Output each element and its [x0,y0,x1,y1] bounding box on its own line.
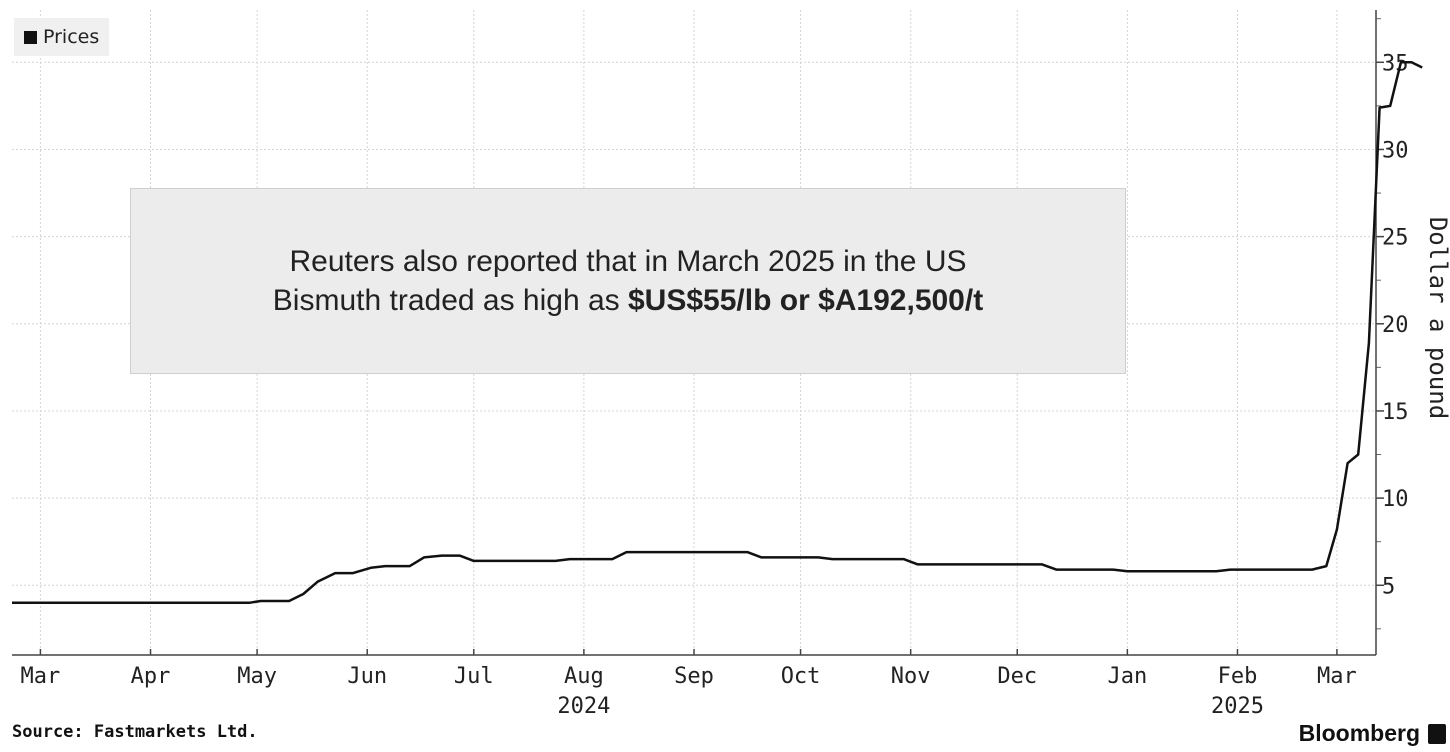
x-tick-sublabel: 2025 [1211,694,1264,719]
annotation-text-line1: Reuters also reported that in March 2025… [289,245,967,278]
x-tick-label: May [237,664,277,689]
x-tick-label: Aug [564,664,604,689]
x-tick-label: Apr [131,664,171,689]
y-tick-label: 35 [1382,51,1409,76]
annotation-highlight: $US$55/lb or $A192,500/t [628,284,984,317]
annotation-text-line2: Bismuth traded as high as $US$55/lb or $… [272,284,984,317]
brand-logo: Bloomberg [1298,720,1420,746]
bloomberg-terminal-icon [1428,724,1446,744]
y-tick-label: 20 [1382,313,1409,338]
y-tick-label: 15 [1382,400,1409,425]
x-tick-label: Nov [891,664,931,689]
y-axis-label: Dollar a pound [1424,217,1450,419]
y-tick-label: 25 [1382,226,1409,251]
x-tick-sublabel: 2024 [557,694,610,719]
x-tick-label: Jun [347,664,387,689]
y-tick-label: 10 [1382,487,1409,512]
x-tick-label: Jul [454,664,494,689]
series-line-prices [12,61,1423,604]
annotation-box: Reuters also reported that in March 2025… [130,188,1126,374]
x-tick-label: Mar [21,664,61,689]
x-tick-label: Sep [674,664,714,689]
x-tick-label: Mar [1317,664,1357,689]
y-tick-label: 5 [1382,574,1395,599]
source-note: Source: Fastmarkets Ltd. [12,722,258,742]
legend-swatch-prices [24,30,37,44]
y-tick-label: 30 [1382,138,1409,163]
x-tick-label: Jan [1107,664,1147,689]
chart-legend: Prices [14,18,110,56]
x-tick-label: Oct [781,664,821,689]
x-tick-label: Dec [997,664,1037,689]
legend-label-prices: Prices [43,26,100,48]
x-tick-label: Feb [1218,664,1258,689]
